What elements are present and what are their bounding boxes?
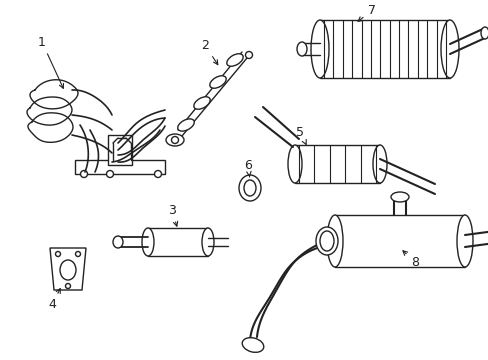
Text: 8: 8 — [402, 251, 418, 269]
Text: 3: 3 — [168, 203, 177, 226]
Polygon shape — [50, 248, 86, 290]
Ellipse shape — [142, 228, 154, 256]
Ellipse shape — [81, 171, 87, 177]
Ellipse shape — [193, 97, 210, 109]
Text: 7: 7 — [357, 4, 375, 22]
Ellipse shape — [287, 145, 302, 183]
Ellipse shape — [456, 215, 472, 267]
Ellipse shape — [244, 180, 256, 196]
Text: 4: 4 — [48, 289, 60, 311]
Ellipse shape — [226, 54, 243, 66]
Ellipse shape — [372, 145, 386, 183]
Ellipse shape — [65, 284, 70, 288]
Ellipse shape — [171, 136, 178, 144]
Bar — [75, 160, 164, 174]
Ellipse shape — [319, 231, 333, 251]
Ellipse shape — [480, 27, 488, 39]
Ellipse shape — [440, 20, 458, 78]
Ellipse shape — [296, 42, 306, 56]
Ellipse shape — [55, 252, 61, 256]
Ellipse shape — [106, 171, 113, 177]
Ellipse shape — [75, 252, 81, 256]
Ellipse shape — [315, 227, 337, 255]
Text: 6: 6 — [244, 158, 251, 177]
Ellipse shape — [202, 228, 214, 256]
Bar — [108, 135, 132, 165]
Ellipse shape — [239, 175, 261, 201]
Ellipse shape — [326, 215, 342, 267]
Bar — [334, 215, 464, 267]
Ellipse shape — [245, 51, 252, 59]
Text: 2: 2 — [201, 39, 217, 65]
Ellipse shape — [242, 338, 263, 352]
Ellipse shape — [310, 20, 328, 78]
Text: 1: 1 — [38, 36, 63, 88]
Ellipse shape — [177, 119, 194, 131]
Ellipse shape — [154, 171, 161, 177]
Ellipse shape — [390, 192, 408, 202]
Bar — [148, 228, 207, 256]
Bar — [294, 145, 379, 183]
Bar — [319, 20, 449, 78]
Ellipse shape — [165, 134, 183, 146]
Ellipse shape — [113, 236, 123, 248]
Ellipse shape — [60, 260, 76, 280]
Ellipse shape — [209, 76, 226, 88]
Text: 5: 5 — [295, 126, 305, 144]
